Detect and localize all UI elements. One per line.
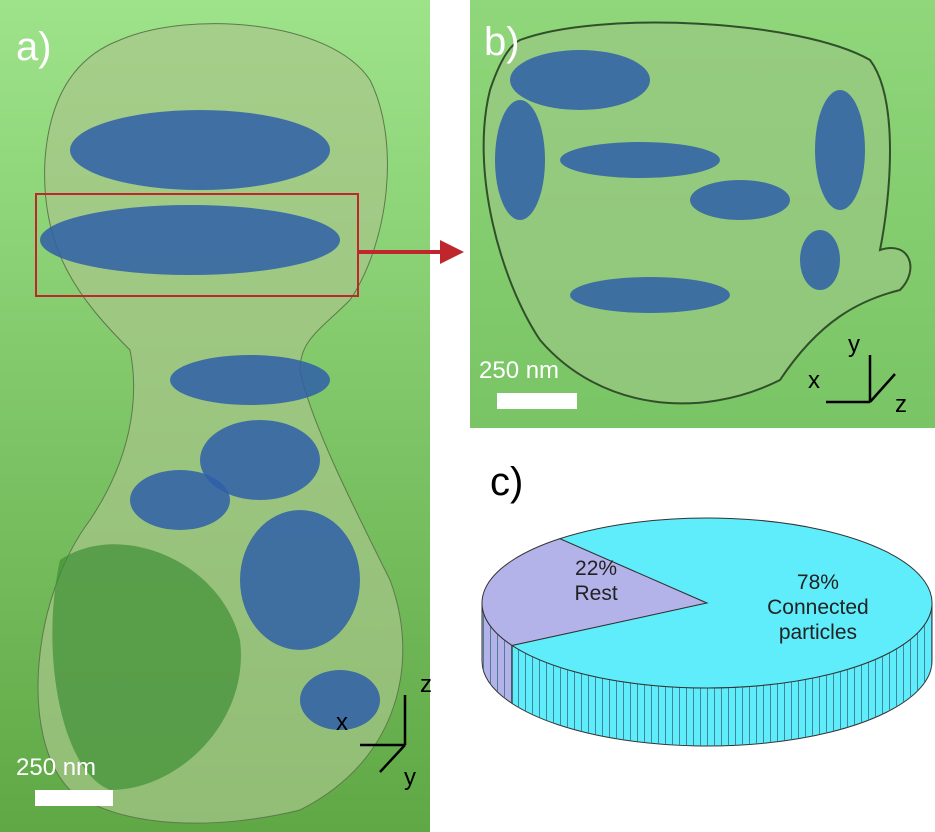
axes-glyph <box>360 695 407 773</box>
panel-label: a) <box>16 25 52 69</box>
slice-value-label: 22% <box>575 556 618 580</box>
green-region <box>52 544 241 790</box>
cross-section <box>482 21 912 405</box>
scale-bar <box>497 393 577 409</box>
panel-label: b) <box>484 20 520 64</box>
pie-slice <box>481 538 709 647</box>
pie-chart <box>481 517 933 747</box>
slice-label: 22% Rest <box>521 556 671 606</box>
axis-label: x <box>336 709 348 736</box>
pie-side-stripes <box>512 603 932 747</box>
zoom-box <box>35 193 359 297</box>
slice-value-label: 78% <box>796 571 839 595</box>
blue-network <box>40 110 380 730</box>
pie-slice <box>510 517 933 689</box>
scale-bar-label: 250 nm <box>16 754 96 781</box>
panel-label: c) <box>490 460 523 504</box>
slice-name-label: Rest <box>574 581 618 605</box>
axis-label: y <box>848 331 860 358</box>
axis-label: x <box>808 367 820 394</box>
slice-name-label: Connected particles <box>767 596 869 645</box>
axis-label: y <box>404 764 416 791</box>
scale-bar <box>35 790 113 806</box>
slice-label: 78% Connected particles <box>743 570 893 645</box>
axis-label: z <box>895 391 907 418</box>
blue-network <box>495 50 865 313</box>
axis-label: z <box>420 671 432 698</box>
pie-side-stripes <box>482 603 513 704</box>
zoom-arrowhead <box>440 240 464 264</box>
scale-bar-label: 250 nm <box>479 357 559 384</box>
axes-glyph <box>826 355 896 404</box>
